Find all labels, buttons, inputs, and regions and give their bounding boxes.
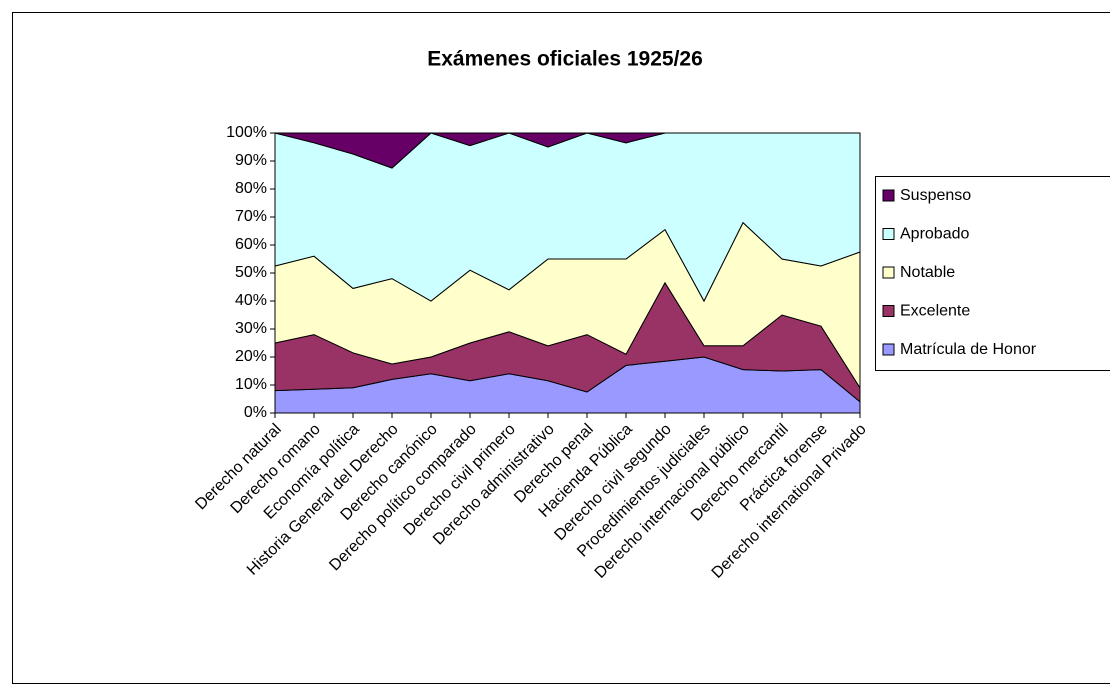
y-tick-label: 0% <box>244 404 267 421</box>
y-tick-label: 50% <box>235 264 267 281</box>
legend-swatch <box>882 343 895 356</box>
y-tick-label: 10% <box>235 376 267 393</box>
chart-title: Exámenes oficiales 1925/26 <box>427 48 703 71</box>
legend-swatch <box>882 266 895 279</box>
y-tick-label: 70% <box>235 208 267 225</box>
legend-label: Suspenso <box>900 187 971 204</box>
y-tick-label: 90% <box>235 152 267 169</box>
y-tick-label: 40% <box>235 292 267 309</box>
y-tick-label: 60% <box>235 236 267 253</box>
y-tick-label: 30% <box>235 320 267 337</box>
y-tick-label: 80% <box>235 180 267 197</box>
legend-label: Excelente <box>900 303 970 320</box>
legend-swatch <box>882 228 895 240</box>
legend-swatch <box>882 305 895 317</box>
legend-label: Matrícula de Honor <box>900 341 1037 358</box>
y-tick-label: 20% <box>235 348 267 365</box>
legend-label: Notable <box>900 264 955 281</box>
y-tick-label: 100% <box>226 124 267 141</box>
legend-box <box>875 176 1110 371</box>
legend-swatch <box>882 189 895 202</box>
legend-label: Aprobado <box>900 226 969 243</box>
